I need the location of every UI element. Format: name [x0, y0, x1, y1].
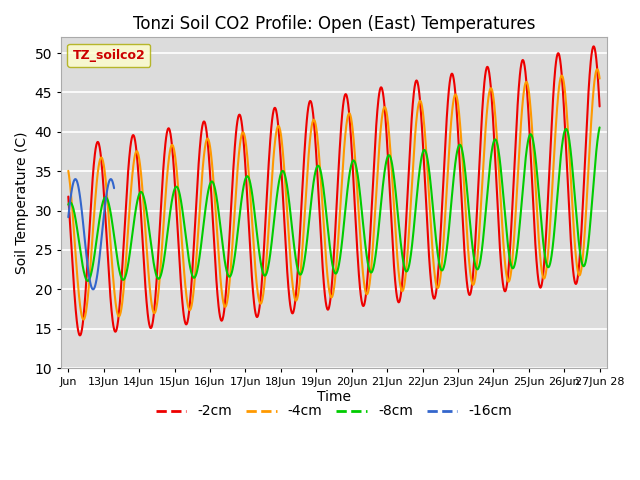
-8cm [65, 202, 72, 207]
-16cm [89, 287, 97, 292]
-16cm [65, 214, 72, 220]
-2cm [590, 44, 598, 49]
-4cm [417, 98, 424, 104]
-8cm [533, 168, 541, 174]
-16cm [103, 188, 111, 193]
-8cm [183, 242, 191, 248]
-4cm [533, 206, 541, 212]
Legend: -2cm, -4cm, -8cm, -16cm: -2cm, -4cm, -8cm, -16cm [150, 399, 518, 424]
-2cm [183, 321, 191, 327]
Title: Tonzi Soil CO2 Profile: Open (East) Temperatures: Tonzi Soil CO2 Profile: Open (East) Temp… [132, 15, 535, 33]
Line: -4cm: -4cm [68, 69, 600, 320]
-2cm [170, 166, 178, 172]
-4cm [486, 87, 494, 93]
Line: -16cm: -16cm [68, 179, 114, 289]
-8cm [417, 160, 424, 166]
-2cm [417, 104, 424, 110]
-4cm [593, 66, 601, 72]
-8cm [486, 163, 494, 168]
-16cm [107, 176, 115, 182]
-16cm [108, 177, 116, 183]
Y-axis label: Soil Temperature (C): Soil Temperature (C) [15, 132, 29, 274]
-8cm [596, 124, 604, 130]
-8cm [170, 188, 178, 194]
-2cm [533, 262, 541, 268]
-2cm [76, 333, 84, 338]
Line: -2cm: -2cm [68, 47, 600, 336]
-4cm [243, 144, 250, 149]
-8cm [84, 278, 92, 284]
-16cm [75, 187, 83, 193]
-4cm [596, 76, 604, 82]
-2cm [65, 194, 72, 200]
-2cm [243, 178, 250, 183]
-8cm [243, 174, 250, 180]
-4cm [65, 168, 72, 174]
Line: -8cm: -8cm [68, 127, 600, 281]
-16cm [76, 194, 84, 200]
-16cm [93, 273, 101, 279]
-4cm [183, 296, 191, 302]
-16cm [104, 182, 112, 188]
-16cm [110, 185, 118, 191]
-4cm [79, 317, 87, 323]
-2cm [596, 104, 604, 109]
X-axis label: Time: Time [317, 390, 351, 404]
-2cm [486, 75, 494, 81]
-4cm [170, 146, 178, 152]
